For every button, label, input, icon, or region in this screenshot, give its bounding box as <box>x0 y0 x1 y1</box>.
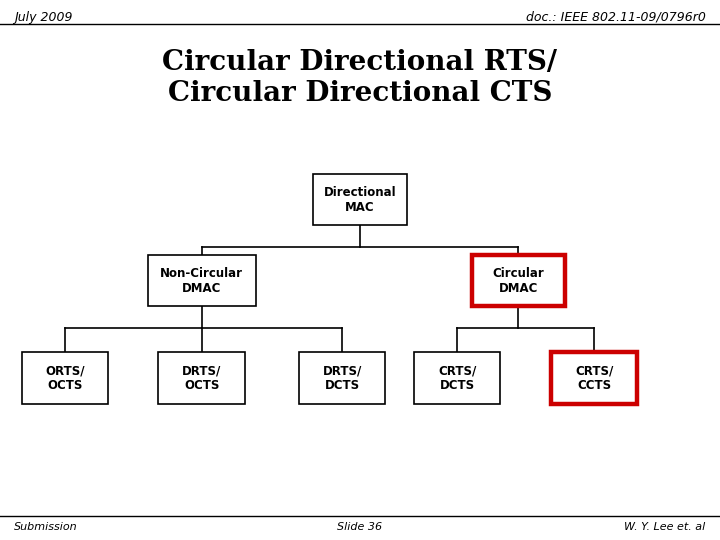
FancyBboxPatch shape <box>299 352 385 404</box>
FancyBboxPatch shape <box>472 255 565 306</box>
Text: Slide 36: Slide 36 <box>338 522 382 531</box>
Text: doc.: IEEE 802.11-09/0796r0: doc.: IEEE 802.11-09/0796r0 <box>526 11 706 24</box>
Text: Circular
DMAC: Circular DMAC <box>492 267 544 295</box>
Text: W. Y. Lee et. al: W. Y. Lee et. al <box>624 522 706 531</box>
FancyBboxPatch shape <box>22 352 108 404</box>
Text: Non-Circular
DMAC: Non-Circular DMAC <box>160 267 243 295</box>
FancyBboxPatch shape <box>551 352 637 404</box>
Text: Directional
MAC: Directional MAC <box>324 186 396 214</box>
Text: DRTS/
DCTS: DRTS/ DCTS <box>323 364 361 392</box>
FancyBboxPatch shape <box>148 255 256 306</box>
Text: July 2009: July 2009 <box>14 11 73 24</box>
Text: CRTS/
DCTS: CRTS/ DCTS <box>438 364 477 392</box>
Text: ORTS/
OCTS: ORTS/ OCTS <box>45 364 84 392</box>
FancyBboxPatch shape <box>313 174 407 226</box>
Text: DRTS/
OCTS: DRTS/ OCTS <box>182 364 221 392</box>
FancyBboxPatch shape <box>158 352 245 404</box>
FancyBboxPatch shape <box>414 352 500 404</box>
Text: Circular Directional RTS/
Circular Directional CTS: Circular Directional RTS/ Circular Direc… <box>163 49 557 107</box>
Text: CRTS/
CCTS: CRTS/ CCTS <box>575 364 613 392</box>
Text: Submission: Submission <box>14 522 78 531</box>
